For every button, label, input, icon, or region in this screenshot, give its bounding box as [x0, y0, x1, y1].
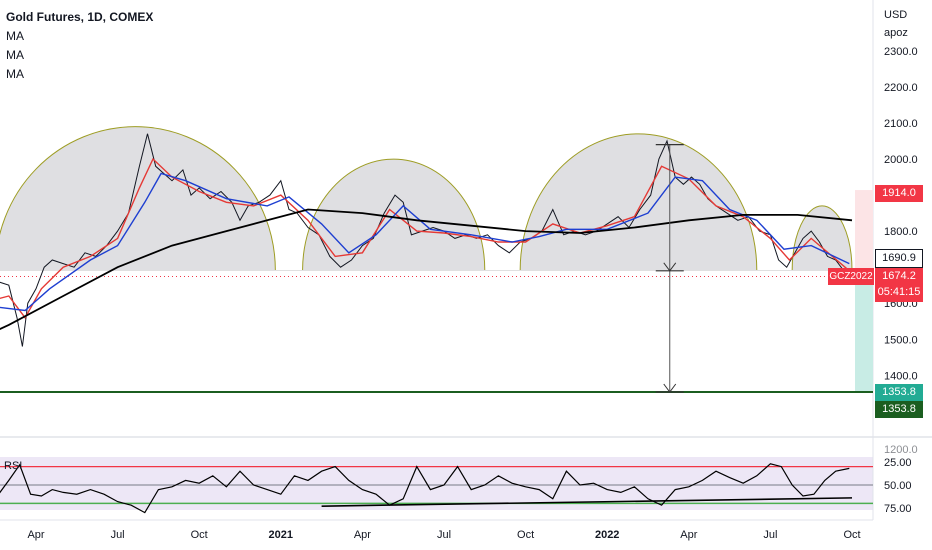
indicator-ma-3[interactable]: MA [6, 67, 24, 81]
chart-title: Gold Futures, 1D, COMEX [6, 10, 154, 24]
measure-arrowhead-bottom [663, 383, 677, 393]
time-tick-5: Jul [437, 529, 451, 541]
time-tick-9: Jul [763, 529, 777, 541]
price-tick-7: 1400.0 [884, 370, 918, 382]
price-tick-0: 2300.0 [884, 46, 918, 58]
rsi-tick-0: 75.00 [884, 503, 912, 515]
time-tick-2: Oct [191, 529, 208, 541]
price-tick-4: 1800.0 [884, 226, 918, 238]
rsi-band [0, 457, 873, 510]
cup-arc-4 [791, 205, 853, 271]
price-tick-1: 2200.0 [884, 82, 918, 94]
rsi-overlap-tick: 1200.0 [884, 444, 918, 456]
rsi-tick-1: 50.00 [884, 480, 912, 492]
price-tick-3: 2000.0 [884, 154, 918, 166]
rsi-label: RSI [4, 460, 23, 472]
series-line-4 [0, 208, 853, 330]
rsi-tick-2: 25.00 [884, 457, 912, 469]
ticker-tag: GCZ2022 [828, 268, 874, 285]
indicator-ma-2[interactable]: MA [6, 48, 24, 62]
time-tick-8: Apr [680, 529, 697, 541]
upper-price-tag: 1914.0 [875, 185, 923, 202]
time-tick-10: Oct [843, 529, 860, 541]
series-line-3 [0, 172, 850, 312]
time-tick-1: Jul [111, 529, 125, 541]
unit-label: apoz [884, 27, 908, 39]
last-price-tag: 1674.2 05:41:15 [875, 268, 923, 302]
currency-label: USD [884, 9, 907, 21]
time-tick-3: 2021 [269, 529, 293, 541]
measure-arrowhead-mid [663, 262, 677, 272]
time-tick-7: 2022 [595, 529, 619, 541]
countdown-timer: 05:41:15 [877, 286, 921, 298]
chart-legend: Gold Futures, 1D, COMEX MA MA MA [6, 8, 153, 84]
target-price-tag: 1353.8 [875, 384, 923, 401]
series-line-2 [0, 157, 850, 319]
last-price-value: 1674.2 [882, 270, 916, 282]
support-price-tag: 1353.8 [875, 401, 923, 418]
cup-arc-1 [0, 126, 276, 271]
neckline-price-tag: 1690.9 [875, 249, 923, 268]
price-tick-6: 1500.0 [884, 334, 918, 346]
profit-zone [855, 270, 873, 392]
time-tick-4: Apr [354, 529, 371, 541]
loss-zone [855, 190, 873, 271]
rsi-line [0, 463, 850, 514]
time-tick-6: Oct [517, 529, 534, 541]
price-tick-2: 2100.0 [884, 118, 918, 130]
time-tick-0: Apr [27, 529, 44, 541]
indicator-ma-1[interactable]: MA [6, 29, 24, 43]
rsi-trendline [321, 497, 853, 507]
